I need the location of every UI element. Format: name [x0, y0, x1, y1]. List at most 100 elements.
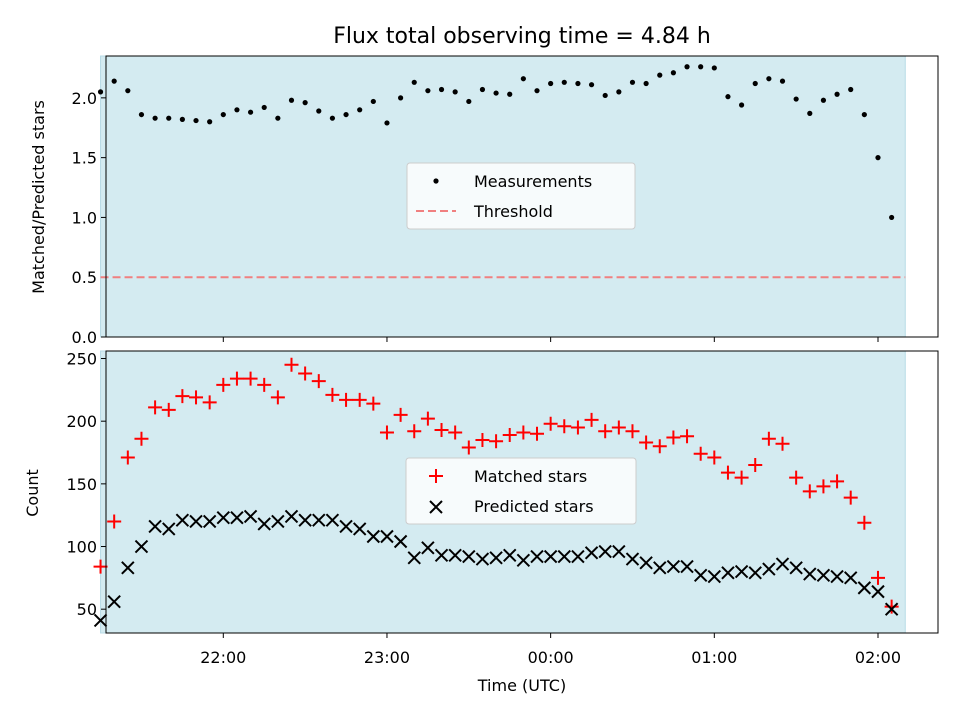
matched-stars-point — [475, 432, 490, 447]
matched-stars-point — [175, 389, 190, 404]
matched-stars-point — [393, 407, 408, 422]
predicted-stars-point — [830, 569, 844, 584]
bottom-y-axis-label: Count — [23, 469, 42, 517]
matched-stars-point — [843, 490, 858, 505]
measurement-point — [848, 86, 854, 93]
bottom-legend: Matched stars Predicted stars — [405, 457, 637, 525]
x-axis-label: Time (UTC) — [477, 676, 566, 695]
predicted-stars-point — [639, 556, 653, 570]
measurement-point — [398, 95, 404, 101]
measurement-point — [261, 104, 267, 111]
matched-stars-point — [311, 374, 326, 389]
legend-predicted-label: Predicted stars — [474, 497, 594, 516]
measurement-point — [234, 107, 240, 113]
predicted-stars-point — [312, 513, 326, 527]
measurement-point — [438, 86, 445, 93]
measurement-point — [643, 80, 649, 87]
matched-stars-point — [775, 436, 790, 451]
matched-stars-point — [489, 434, 504, 449]
predicted-stars-point — [803, 567, 817, 581]
predicted-stars-point — [816, 568, 831, 583]
matched-stars-point — [707, 450, 722, 465]
measurement-point — [370, 98, 376, 105]
measurement-point — [657, 72, 663, 78]
measurement-point — [507, 91, 513, 97]
predicted-stars-point — [339, 519, 353, 534]
measurement-point — [384, 120, 390, 126]
matched-stars-point — [734, 470, 749, 485]
predicted-stars-point — [612, 544, 626, 559]
measurement-point — [316, 108, 322, 114]
measurement-point — [629, 79, 636, 85]
bottom-axes-frame — [105, 350, 939, 634]
measurement-point — [97, 89, 104, 95]
measurement-point — [493, 90, 499, 96]
measurement-point — [588, 82, 595, 88]
matched-stars-point — [189, 390, 204, 405]
measurement-point — [602, 92, 608, 99]
measurement-point — [179, 116, 185, 122]
matched-stars-point — [202, 395, 217, 410]
measurement-point — [411, 79, 417, 85]
matched-stars-point — [584, 412, 599, 427]
bottom-panel: 50 100 150 200 250 22:00 23:00 00:00 01:00 02:00… — [23, 350, 939, 695]
y-tick-label: 100 — [66, 538, 97, 557]
y-tick-label: 0.0 — [72, 328, 97, 347]
matched-stars-point — [270, 390, 285, 405]
predicted-stars-point — [189, 514, 203, 529]
matched-stars-point — [284, 357, 299, 372]
matched-stars-point — [257, 377, 272, 392]
predicted-stars-points — [93, 509, 899, 628]
matched-stars-point — [502, 427, 517, 442]
predicted-stars-point — [162, 522, 176, 536]
measurements-points — [97, 64, 895, 221]
x-tick-label: 01:00 — [691, 648, 737, 667]
predicted-stars-point — [243, 509, 258, 524]
measurement-point — [807, 110, 813, 116]
matched-stars-point — [816, 479, 831, 494]
matched-stars-point — [134, 431, 149, 446]
matched-stars-point — [216, 377, 231, 392]
predicted-stars-point — [693, 568, 708, 583]
predicted-stars-point — [857, 581, 872, 595]
matched-stars-point — [229, 371, 244, 386]
predicted-stars-point — [230, 510, 244, 525]
matched-stars-point — [598, 424, 613, 439]
y-tick-label: 50 — [77, 600, 97, 619]
measurement-point — [125, 88, 131, 94]
measurement-point — [220, 111, 226, 118]
chart-title: Flux total observing time = 4.84 h — [333, 24, 711, 49]
predicted-stars-point — [216, 510, 231, 525]
matched-stars-point — [693, 446, 708, 461]
matched-stars-point — [366, 396, 381, 411]
x-tick-label: 23:00 — [364, 648, 410, 667]
y-tick-label: 250 — [66, 350, 97, 369]
measurement-point — [738, 102, 745, 108]
matched-stars-point — [107, 514, 122, 529]
y-tick-label: 1.5 — [72, 149, 97, 168]
matched-stars-point — [666, 430, 681, 445]
predicted-stars-point — [421, 541, 435, 555]
measurement-point — [275, 115, 281, 121]
matched-stars-point — [870, 570, 885, 585]
measurement-point — [820, 97, 827, 103]
predicted-stars-point — [789, 561, 803, 575]
measurement-point — [793, 96, 799, 102]
y-tick-label: 200 — [66, 412, 97, 431]
y-tick-label: 1.0 — [72, 208, 97, 227]
matched-stars-point — [448, 425, 463, 440]
matched-stars-point — [789, 470, 804, 485]
matched-stars-point — [652, 439, 667, 454]
measurement-point — [725, 94, 731, 100]
measurement-point — [779, 78, 786, 84]
matched-stars-point — [379, 425, 394, 440]
x-tick-label: 22:00 — [200, 648, 246, 667]
measurement-point — [752, 80, 758, 87]
measurement-point — [288, 97, 295, 103]
predicted-stars-point — [584, 546, 599, 560]
predicted-stars-point — [325, 513, 340, 527]
matched-stars-point — [639, 435, 654, 450]
predicted-stars-point — [844, 571, 858, 585]
matched-stars-point — [352, 392, 367, 407]
predicted-stars-point — [748, 566, 762, 580]
